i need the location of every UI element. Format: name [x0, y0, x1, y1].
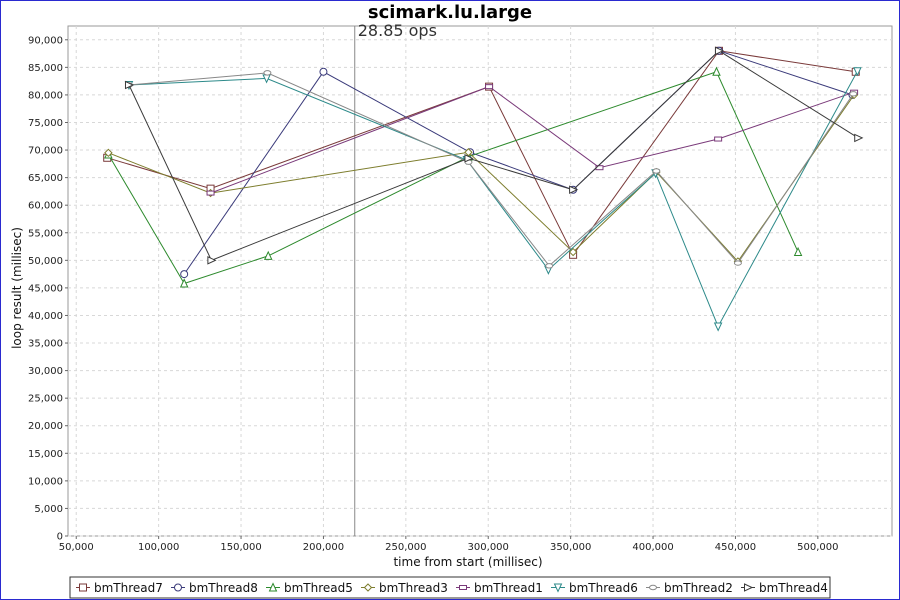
- data-point: [104, 148, 113, 158]
- legend-box: [69, 576, 831, 599]
- series-line: [107, 71, 799, 285]
- y-tick-label: 25,000: [28, 394, 63, 405]
- series-layer: [103, 46, 864, 332]
- y-tick-label: 70,000: [28, 146, 63, 157]
- x-tick-label: 150,000: [220, 542, 261, 553]
- y-tick-label: 50,000: [28, 256, 63, 267]
- y-tick-label: 90,000: [28, 35, 63, 46]
- y-tick-label: 55,000: [28, 228, 63, 239]
- data-point: [485, 84, 494, 90]
- y-tick-label: 65,000: [28, 173, 63, 184]
- legend-item: bmThread5: [266, 581, 353, 595]
- chart-title: scimark.lu.large: [368, 2, 532, 23]
- data-point: [179, 278, 189, 288]
- legend-swatch-marker: [363, 583, 373, 592]
- data-point: [263, 250, 273, 260]
- data-point: [319, 67, 328, 76]
- legend-item: bmThread6: [551, 581, 638, 595]
- y-tick-label: 5,000: [34, 504, 63, 515]
- data-point: [124, 80, 135, 90]
- axes: 0 5,000 10,000 15,000 20,000 25,000 30,000 35,0…: [28, 35, 839, 553]
- data-point: [713, 322, 723, 332]
- legend-item: bmThread1: [456, 581, 543, 595]
- x-tick-label: 350,000: [550, 542, 591, 553]
- x-tick-label: 200,000: [303, 542, 344, 553]
- y-tick-label: 75,000: [28, 118, 63, 129]
- marker-label: 28.85 ops: [358, 21, 437, 40]
- series-line: [128, 50, 859, 261]
- data-point: [207, 256, 217, 265]
- data-point: [263, 70, 272, 76]
- data-point: [464, 148, 473, 157]
- y-tick-label: 60,000: [28, 201, 63, 212]
- data-point: [714, 136, 723, 142]
- data-point: [854, 133, 864, 143]
- x-tick-label: 400,000: [632, 542, 673, 553]
- legend-item: bmThread2: [646, 581, 733, 595]
- data-point: [853, 67, 862, 77]
- legend: bmThread7 bmThread8 bmThread5 bmThread3 bmTh…: [69, 576, 831, 599]
- time-marker: 28.85 ops: [354, 21, 437, 536]
- series-line: [183, 50, 853, 275]
- grid: [68, 26, 892, 537]
- x-tick-label: 450,000: [715, 542, 756, 553]
- y-tick-label: 0: [57, 532, 63, 543]
- legend-swatch-marker: [79, 583, 87, 592]
- legend-label: bmThread4: [759, 581, 828, 595]
- legend-swatch-marker: [268, 582, 278, 592]
- legend-item: bmThread3: [361, 581, 448, 595]
- y-tick-label: 20,000: [28, 421, 63, 432]
- x-tick-label: 100,000: [138, 542, 179, 553]
- legend-item: bmThread4: [741, 581, 828, 595]
- legend-label: bmThread6: [569, 581, 638, 595]
- legend-item: bmThread8: [171, 581, 258, 595]
- x-tick-label: 300,000: [468, 542, 509, 553]
- data-point: [595, 165, 604, 171]
- data-point: [652, 168, 661, 174]
- y-tick-label: 30,000: [28, 366, 63, 377]
- legend-swatch-marker: [459, 585, 467, 590]
- x-tick-label: 50,000: [59, 542, 94, 553]
- legend-label: bmThread2: [664, 581, 733, 595]
- legend-swatch-marker: [174, 583, 182, 592]
- data-point: [712, 66, 721, 76]
- data-point: [793, 246, 803, 257]
- x-axis-title: time from start (millisec): [393, 555, 542, 569]
- legend-swatch-marker: [744, 583, 754, 592]
- legend-label: bmThread8: [189, 581, 258, 595]
- y-tick-label: 40,000: [28, 311, 63, 322]
- x-tick-label: 500,000: [797, 542, 838, 553]
- y-tick-label: 10,000: [28, 476, 63, 487]
- legend-label: bmThread5: [284, 581, 353, 595]
- y-tick-label: 85,000: [28, 63, 63, 74]
- series-bmThread4: [124, 46, 864, 265]
- data-point: [464, 154, 474, 163]
- plot-area: [67, 25, 893, 537]
- y-tick-label: 80,000: [28, 90, 63, 101]
- x-tick-label: 250,000: [385, 542, 426, 553]
- data-point: [180, 270, 189, 279]
- data-point: [849, 91, 858, 97]
- y-tick-label: 45,000: [28, 283, 63, 294]
- legend-swatch-marker: [553, 583, 563, 593]
- data-point: [568, 247, 578, 257]
- data-point: [733, 260, 742, 266]
- legend-label: bmThread3: [379, 581, 448, 595]
- data-point: [206, 190, 215, 196]
- series-line: [107, 50, 856, 256]
- legend-label: bmThread7: [94, 581, 163, 595]
- data-point: [569, 185, 579, 195]
- legend-swatch-marker: [649, 584, 657, 591]
- y-tick-label: 15,000: [28, 449, 63, 460]
- y-tick-label: 35,000: [28, 339, 63, 350]
- data-point: [714, 46, 725, 56]
- y-axis-title: loop result (millisec): [10, 227, 24, 349]
- legend-item: bmThread7: [76, 581, 163, 595]
- data-point: [545, 263, 554, 269]
- legend-label: bmThread1: [474, 581, 543, 595]
